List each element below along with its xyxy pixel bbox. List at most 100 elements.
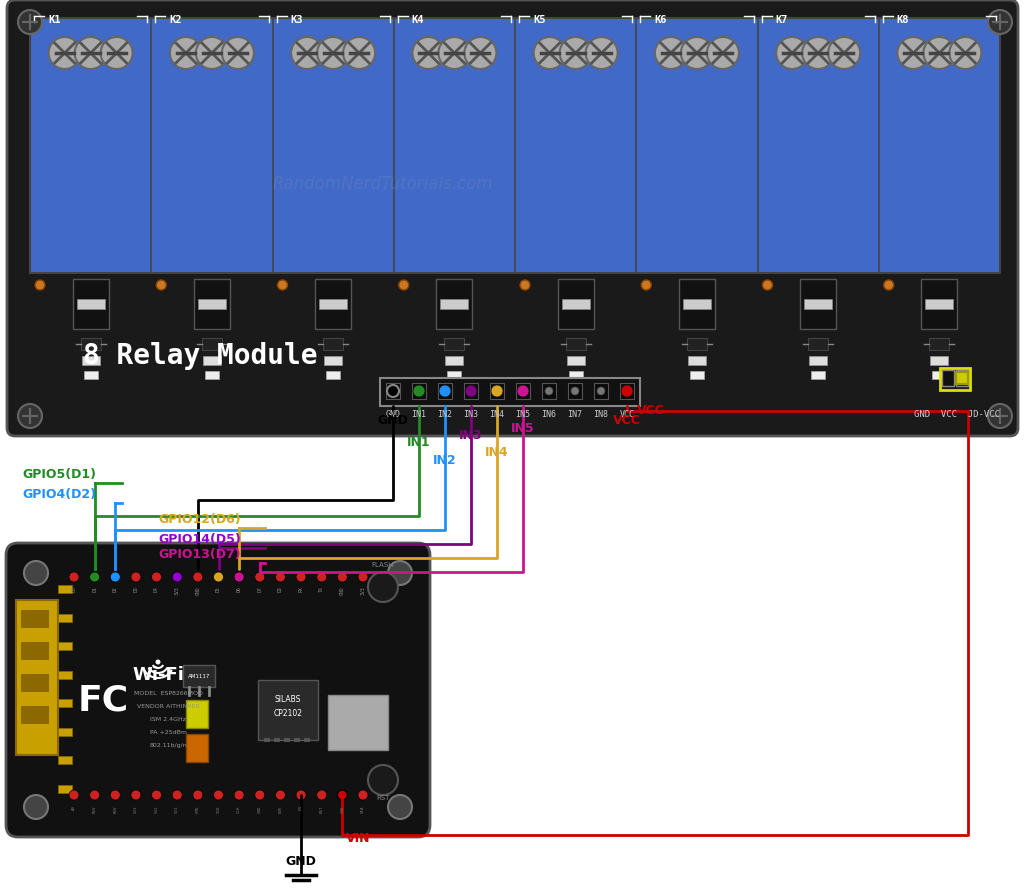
Text: D8: D8: [278, 586, 283, 591]
Text: D6: D6: [237, 586, 242, 591]
Circle shape: [90, 790, 99, 800]
Bar: [58, 728, 72, 736]
Text: K6: K6: [654, 15, 667, 25]
Circle shape: [24, 795, 48, 819]
Bar: [566, 356, 585, 365]
Circle shape: [988, 10, 1012, 34]
Circle shape: [368, 765, 398, 795]
Bar: [808, 338, 828, 350]
Text: GND: GND: [378, 414, 409, 427]
Circle shape: [255, 572, 265, 582]
Circle shape: [707, 37, 739, 69]
Text: GND: GND: [258, 805, 262, 813]
Circle shape: [291, 37, 324, 69]
Bar: [444, 338, 464, 350]
Bar: [81, 338, 100, 350]
Text: K2: K2: [169, 15, 181, 25]
Circle shape: [988, 404, 1012, 428]
Circle shape: [234, 572, 244, 582]
Text: 802.11b/g/n: 802.11b/g/n: [150, 743, 186, 748]
Bar: [264, 738, 270, 742]
Bar: [58, 699, 72, 707]
Circle shape: [534, 37, 565, 69]
Circle shape: [438, 37, 470, 69]
Bar: [542, 383, 556, 399]
Circle shape: [387, 385, 399, 397]
Circle shape: [545, 387, 553, 395]
Circle shape: [337, 790, 347, 800]
Circle shape: [413, 37, 444, 69]
Text: VCC: VCC: [637, 404, 665, 417]
Text: FLASH: FLASH: [372, 562, 394, 568]
Circle shape: [358, 572, 368, 582]
Text: 3V3: 3V3: [175, 586, 180, 595]
Text: GPIO12(D6): GPIO12(D6): [158, 513, 241, 526]
Circle shape: [172, 572, 182, 582]
Text: IN7: IN7: [567, 410, 583, 419]
Circle shape: [398, 280, 409, 290]
Circle shape: [465, 385, 477, 397]
Text: EN: EN: [299, 805, 303, 810]
Circle shape: [317, 37, 349, 69]
Circle shape: [337, 790, 347, 800]
Bar: [568, 383, 582, 399]
Bar: [30, 18, 1000, 273]
Bar: [688, 356, 706, 365]
Bar: [447, 371, 462, 379]
Bar: [186, 700, 208, 728]
Text: IN2: IN2: [433, 454, 457, 467]
Circle shape: [275, 572, 286, 582]
Bar: [683, 299, 711, 309]
Text: IN3: IN3: [464, 410, 478, 419]
Bar: [679, 279, 715, 329]
Bar: [324, 338, 343, 350]
Bar: [926, 299, 953, 309]
Bar: [516, 383, 530, 399]
Text: IN4: IN4: [489, 410, 505, 419]
Text: ISM 2.4GHz: ISM 2.4GHz: [150, 717, 186, 722]
Circle shape: [924, 37, 955, 69]
Text: PA +25dBm: PA +25dBm: [150, 730, 186, 735]
Text: FC: FC: [78, 683, 129, 717]
Bar: [386, 383, 400, 399]
Bar: [436, 279, 472, 329]
Bar: [203, 356, 221, 365]
Bar: [258, 680, 318, 740]
Bar: [73, 279, 109, 329]
Circle shape: [24, 561, 48, 585]
Circle shape: [157, 280, 166, 290]
FancyBboxPatch shape: [6, 543, 430, 837]
Text: D1: D1: [92, 586, 97, 591]
Text: MODEL  ESP8266MOD: MODEL ESP8266MOD: [133, 691, 203, 696]
Circle shape: [152, 572, 162, 582]
Bar: [687, 338, 707, 350]
Text: SD1: SD1: [175, 805, 179, 813]
Bar: [284, 738, 290, 742]
Circle shape: [170, 37, 202, 69]
Text: VCC: VCC: [613, 414, 641, 427]
Text: RandomNerdTutorials.com: RandomNerdTutorials.com: [272, 175, 493, 193]
Circle shape: [621, 385, 633, 397]
Bar: [304, 738, 310, 742]
Text: RSV: RSV: [92, 805, 96, 813]
Bar: [315, 279, 351, 329]
Circle shape: [131, 790, 141, 800]
Text: IN1: IN1: [412, 410, 427, 419]
Text: RST: RST: [319, 805, 324, 813]
Bar: [942, 370, 954, 386]
Text: K7: K7: [775, 15, 788, 25]
Bar: [58, 757, 72, 765]
Text: VENDOR AITHINKER: VENDOR AITHINKER: [136, 704, 200, 709]
Text: GPIO14(D5): GPIO14(D5): [158, 533, 241, 546]
Circle shape: [439, 385, 451, 397]
Bar: [800, 279, 837, 329]
Bar: [198, 299, 226, 309]
Text: CMD: CMD: [196, 805, 200, 813]
Bar: [205, 371, 219, 379]
Bar: [319, 299, 347, 309]
Bar: [22, 610, 49, 628]
Bar: [933, 371, 946, 379]
Text: K8: K8: [897, 15, 909, 25]
Circle shape: [337, 572, 347, 582]
Text: IN1: IN1: [408, 436, 431, 449]
